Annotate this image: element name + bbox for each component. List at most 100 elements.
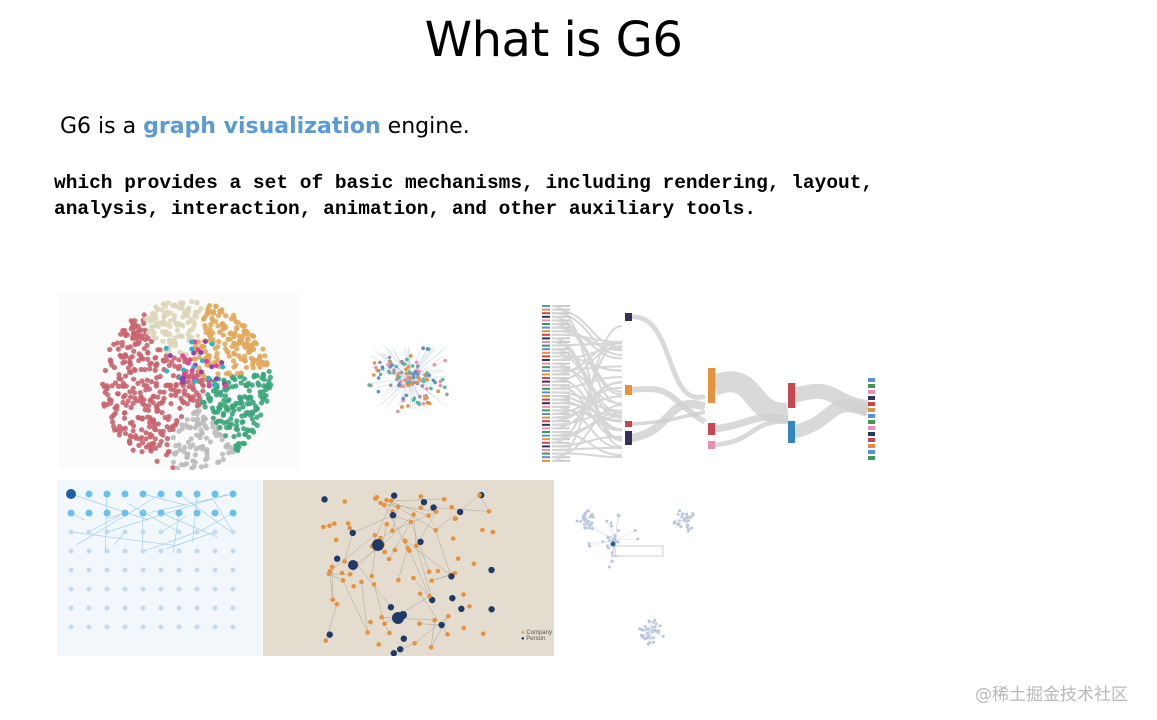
graph-mark — [229, 343, 235, 350]
graph-mark — [584, 510, 589, 521]
graph-mark — [590, 521, 594, 525]
graph-mark — [112, 405, 118, 411]
graph-mark — [421, 401, 426, 406]
graph-mark — [125, 345, 131, 351]
graph-mark — [609, 524, 613, 528]
graph-mark — [648, 620, 652, 624]
graph-mark — [658, 624, 662, 628]
graph-mark — [398, 548, 408, 581]
graph-mark — [155, 306, 161, 312]
graph-mark — [686, 529, 690, 533]
graph-mark — [219, 360, 225, 366]
graph-mark — [401, 396, 406, 401]
graph-mark — [157, 389, 163, 395]
graph-mark — [68, 567, 74, 573]
graph-mark — [551, 381, 623, 430]
graph-mark — [185, 374, 191, 380]
graph-mark — [216, 329, 223, 335]
graph-mark — [396, 577, 401, 583]
graph-mark — [220, 412, 226, 419]
graph-mark — [411, 375, 416, 380]
graph-mark — [130, 447, 136, 453]
graph-mark — [193, 314, 200, 320]
graph-mark — [218, 392, 224, 398]
graph-mark — [86, 586, 92, 592]
graph-mark — [255, 357, 262, 363]
graph-mark — [230, 358, 237, 364]
graph-mark — [230, 586, 236, 592]
graph-mark — [251, 333, 257, 340]
graph-mark — [326, 631, 333, 638]
graph-mark — [147, 315, 153, 321]
graph-mark — [172, 363, 178, 369]
graph-mark — [653, 628, 657, 632]
graph-mark — [157, 509, 165, 517]
graph-mark — [202, 349, 208, 355]
graph-mark — [115, 346, 121, 352]
graph-mark — [204, 358, 210, 364]
graph-mark — [381, 502, 387, 508]
graph-mark — [180, 379, 186, 385]
graph-mark — [382, 621, 387, 627]
graph-mark — [175, 509, 183, 517]
graph-mark — [625, 421, 632, 427]
graph-mark — [210, 420, 216, 426]
graph-mark — [193, 490, 201, 498]
graph-mark — [129, 419, 135, 425]
graph-mark — [409, 377, 441, 394]
graph-mark — [143, 444, 149, 450]
graph-mark — [551, 435, 623, 448]
graph-mark — [168, 401, 174, 407]
graph-mark — [551, 409, 623, 422]
graph-mark — [392, 370, 396, 375]
graph-mark — [371, 582, 377, 587]
graph-mark — [551, 402, 623, 417]
graph-mark — [380, 365, 385, 369]
graph-mark — [146, 424, 153, 430]
graph-mark — [552, 337, 570, 340]
graph-mark — [234, 325, 240, 331]
graph-mark — [209, 364, 215, 370]
graph-mark — [552, 459, 570, 462]
graph-mark — [176, 624, 182, 630]
graph-mark — [405, 545, 410, 551]
graph-mark — [379, 614, 384, 620]
graph-mark — [268, 382, 274, 388]
graph-mark — [122, 352, 128, 359]
graph-mark — [868, 390, 875, 394]
graph-mark — [210, 330, 216, 336]
graph-mark — [427, 373, 431, 378]
graph-mark — [433, 527, 438, 533]
graph-mark — [630, 399, 707, 443]
graph-mark — [412, 396, 417, 401]
graph-mark — [329, 534, 375, 572]
graph-mark — [122, 373, 129, 379]
graph-mark — [551, 333, 623, 343]
graph-mark — [241, 426, 247, 432]
graph-mark — [204, 455, 210, 461]
graph-mark — [216, 339, 222, 345]
graph-mark — [125, 398, 131, 404]
graph-mark — [416, 545, 433, 601]
graph-mark — [241, 323, 248, 329]
graph-mark — [542, 391, 550, 394]
graph-mark — [177, 321, 183, 328]
graph-mark — [181, 388, 188, 394]
graph-mark — [118, 353, 124, 360]
graph-mark — [395, 504, 401, 510]
graph-mark — [68, 586, 74, 592]
graph-mark — [258, 412, 264, 418]
graph-mark — [126, 369, 133, 375]
graph-mark — [207, 337, 213, 343]
graph-mark — [257, 389, 263, 395]
graph-mark — [643, 637, 647, 641]
graph-mark — [161, 314, 167, 320]
graph-mark — [480, 527, 485, 533]
graph-mark — [132, 318, 138, 324]
graph-mark — [344, 532, 353, 562]
graph-mark — [221, 397, 227, 403]
graph-mark — [575, 519, 579, 523]
graph-mark — [175, 490, 183, 498]
graph-mark — [148, 448, 154, 454]
graph-mark — [868, 438, 875, 442]
